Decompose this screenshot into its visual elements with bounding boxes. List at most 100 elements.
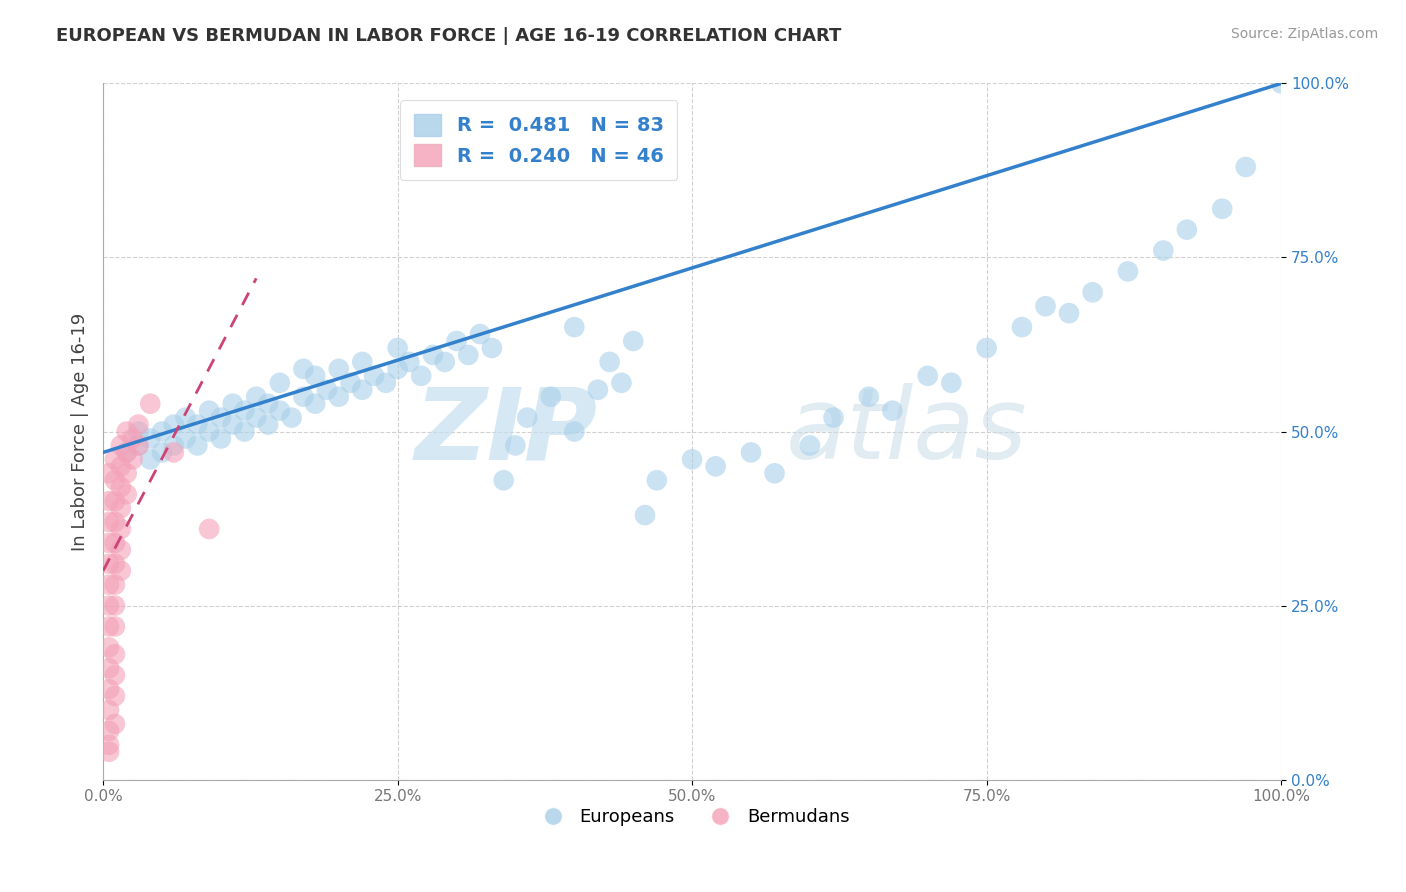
Text: Source: ZipAtlas.com: Source: ZipAtlas.com [1230,27,1378,41]
Point [1116,264,1139,278]
Point [110,564,132,578]
Point [304,368,326,383]
Point [110,480,132,494]
Point [374,376,396,390]
Point [104,619,127,633]
Point [304,397,326,411]
Point [139,432,162,446]
Point [98,577,121,591]
Point [562,425,585,439]
Point [115,445,138,459]
Point [280,410,302,425]
Point [121,432,143,446]
Point [186,438,208,452]
Point [115,425,138,439]
Point [104,717,127,731]
Point [858,390,880,404]
Point [110,459,132,474]
Point [446,334,468,348]
Point [139,397,162,411]
Point [352,355,374,369]
Point [269,403,291,417]
Point [104,689,127,703]
Point [1234,160,1257,174]
Point [681,452,703,467]
Point [98,640,121,655]
Point [269,376,291,390]
Point [150,445,173,459]
Point [98,619,121,633]
Point [110,438,132,452]
Point [127,438,149,452]
Point [104,557,127,571]
Point [328,362,350,376]
Point [917,368,939,383]
Point [163,445,186,459]
Text: atlas: atlas [786,383,1028,480]
Point [363,368,385,383]
Point [257,397,280,411]
Point [586,383,609,397]
Point [599,355,621,369]
Point [316,383,339,397]
Point [422,348,444,362]
Point [1035,299,1057,313]
Legend: Europeans, Bermudans: Europeans, Bermudans [527,801,856,833]
Point [98,599,121,613]
Point [292,390,315,404]
Point [104,473,127,487]
Point [941,376,963,390]
Point [209,410,232,425]
Point [198,522,221,536]
Point [98,661,121,675]
Point [1011,320,1033,334]
Point [387,362,409,376]
Point [740,445,762,459]
Point [621,334,644,348]
Point [115,445,138,459]
Point [104,494,127,508]
Point [163,417,186,432]
Point [645,473,668,487]
Point [115,467,138,481]
Point [1152,244,1174,258]
Point [104,515,127,529]
Point [209,432,232,446]
Point [468,327,491,342]
Point [98,515,121,529]
Point [104,599,127,613]
Point [104,577,127,591]
Y-axis label: In Labor Force | Age 16-19: In Labor Force | Age 16-19 [72,312,89,550]
Point [98,467,121,481]
Point [110,542,132,557]
Point [387,341,409,355]
Text: EUROPEAN VS BERMUDAN IN LABOR FORCE | AGE 16-19 CORRELATION CHART: EUROPEAN VS BERMUDAN IN LABOR FORCE | AG… [56,27,842,45]
Point [233,425,256,439]
Point [457,348,479,362]
Point [98,682,121,697]
Point [411,368,433,383]
Point [352,383,374,397]
Point [233,403,256,417]
Point [492,473,515,487]
Point [98,745,121,759]
Point [127,417,149,432]
Point [98,723,121,738]
Point [1057,306,1080,320]
Point [98,494,121,508]
Point [198,425,221,439]
Point [562,320,585,334]
Point [292,362,315,376]
Point [257,417,280,432]
Point [634,508,657,522]
Point [222,397,245,411]
Point [1175,222,1198,236]
Point [121,452,143,467]
Point [245,390,267,404]
Point [763,467,786,481]
Text: ZIP: ZIP [415,383,598,480]
Point [433,355,456,369]
Point [174,410,197,425]
Point [150,425,173,439]
Point [328,390,350,404]
